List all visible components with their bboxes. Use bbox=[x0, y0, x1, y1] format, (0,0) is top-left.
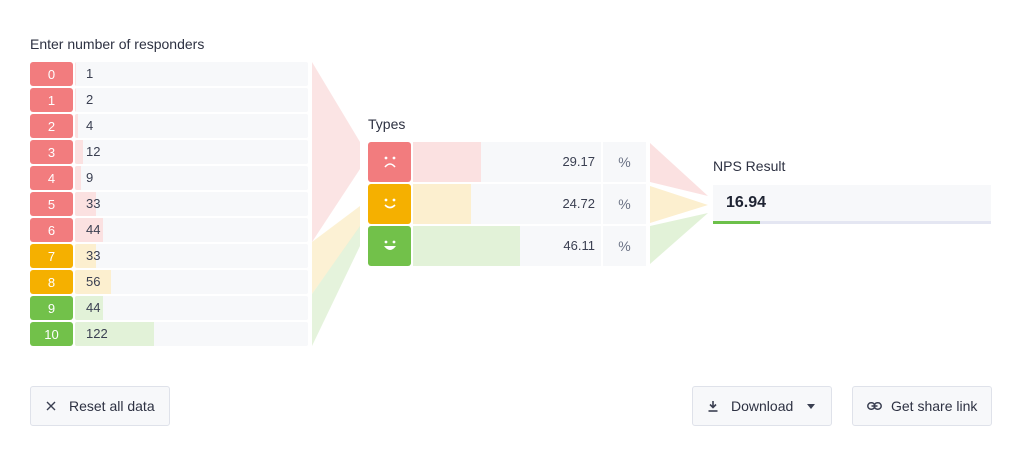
download-label: Download bbox=[731, 398, 794, 414]
type-percent-value: 29.17 bbox=[562, 154, 595, 169]
responder-count-bar bbox=[75, 218, 103, 242]
responder-count-bar bbox=[75, 296, 103, 320]
reset-all-data-button[interactable]: Reset all data bbox=[30, 386, 170, 426]
nps-result-box: 16.94 bbox=[713, 185, 991, 221]
get-share-link-button[interactable]: Get share link bbox=[852, 386, 992, 426]
responder-count-input[interactable]: 1 bbox=[75, 62, 308, 86]
responder-count-input[interactable]: 44 bbox=[75, 296, 308, 320]
caret-down-icon bbox=[807, 403, 816, 409]
score-badge: 0 bbox=[30, 62, 73, 86]
type-percent-value: 24.72 bbox=[562, 196, 595, 211]
responder-count-value: 44 bbox=[86, 222, 101, 237]
sad-face-icon bbox=[368, 142, 411, 182]
responder-count-bar bbox=[75, 62, 76, 86]
type-bar-fill bbox=[413, 142, 481, 182]
score-badge: 10 bbox=[30, 322, 73, 346]
type-row-promoters: 46.11% bbox=[368, 226, 646, 266]
score-badge: 6 bbox=[30, 218, 73, 242]
responder-count-value: 122 bbox=[86, 326, 108, 341]
score-badge: 7 bbox=[30, 244, 73, 268]
happy-face-icon bbox=[368, 226, 411, 266]
score-badge: 8 bbox=[30, 270, 73, 294]
type-bar-fill bbox=[413, 184, 471, 224]
close-icon bbox=[45, 401, 57, 411]
responder-count-value: 33 bbox=[86, 196, 101, 211]
responder-count-value: 9 bbox=[86, 170, 94, 185]
nps-progress-fill bbox=[713, 221, 760, 224]
score-badge: 3 bbox=[30, 140, 73, 164]
type-row-detractors: 29.17% bbox=[368, 142, 646, 182]
responder-count-bar bbox=[75, 270, 111, 294]
responder-count-bar bbox=[75, 244, 96, 268]
type-bar: 46.11 bbox=[413, 226, 601, 266]
flow-promoters bbox=[312, 226, 360, 346]
score-badge: 2 bbox=[30, 114, 73, 138]
responders-heading: Enter number of responders bbox=[30, 36, 205, 52]
responder-count-input[interactable]: 2 bbox=[75, 88, 308, 112]
flow-passives bbox=[312, 206, 360, 294]
responder-count-value: 2 bbox=[86, 92, 94, 107]
responder-count-input[interactable]: 56 bbox=[75, 270, 308, 294]
responder-row: 10 122 bbox=[30, 322, 308, 346]
responder-count-bar bbox=[75, 114, 78, 138]
neutral-smile-icon bbox=[368, 184, 411, 224]
type-bar-fill bbox=[413, 226, 520, 266]
percent-unit: % bbox=[603, 184, 646, 224]
responder-count-bar bbox=[75, 166, 81, 190]
responder-count-value: 12 bbox=[86, 144, 101, 159]
type-bar: 29.17 bbox=[413, 142, 601, 182]
responder-row: 8 56 bbox=[30, 270, 308, 294]
nps-progress-track bbox=[713, 221, 991, 224]
responder-count-value: 33 bbox=[86, 248, 101, 263]
share-label: Get share link bbox=[891, 398, 978, 414]
download-icon bbox=[707, 400, 719, 412]
responder-count-value: 44 bbox=[86, 300, 101, 315]
responder-row: 6 44 bbox=[30, 218, 308, 242]
score-badge: 1 bbox=[30, 88, 73, 112]
responder-count-value: 4 bbox=[86, 118, 94, 133]
type-percent-value: 46.11 bbox=[563, 238, 595, 253]
responder-count-bar bbox=[75, 322, 154, 346]
responder-row: 7 33 bbox=[30, 244, 308, 268]
flow-types-promoters bbox=[650, 213, 708, 264]
responder-row: 3 12 bbox=[30, 140, 308, 164]
responder-count-value: 56 bbox=[86, 274, 101, 289]
responder-row: 9 44 bbox=[30, 296, 308, 320]
flow-types-passives bbox=[650, 186, 708, 223]
responder-count-input[interactable]: 44 bbox=[75, 218, 308, 242]
responder-count-bar bbox=[75, 140, 83, 164]
type-bar: 24.72 bbox=[413, 184, 601, 224]
type-row-passives: 24.72% bbox=[368, 184, 646, 224]
flow-types-detractors bbox=[650, 143, 708, 196]
nps-value: 16.94 bbox=[726, 194, 767, 211]
flow-detractors bbox=[312, 62, 360, 242]
responder-count-bar bbox=[75, 192, 96, 216]
responder-count-input[interactable]: 4 bbox=[75, 114, 308, 138]
responder-row: 5 33 bbox=[30, 192, 308, 216]
responder-count-bar bbox=[75, 88, 76, 112]
types-heading: Types bbox=[368, 116, 406, 132]
score-badge: 5 bbox=[30, 192, 73, 216]
reset-label: Reset all data bbox=[69, 398, 155, 414]
nps-heading: NPS Result bbox=[713, 158, 786, 174]
responder-count-value: 1 bbox=[86, 66, 94, 81]
download-button[interactable]: Download bbox=[692, 386, 832, 426]
percent-unit: % bbox=[603, 226, 646, 266]
responder-count-input[interactable]: 9 bbox=[75, 166, 308, 190]
percent-unit: % bbox=[603, 142, 646, 182]
link-icon bbox=[866, 402, 882, 410]
score-badge: 9 bbox=[30, 296, 73, 320]
responder-count-input[interactable]: 33 bbox=[75, 244, 308, 268]
responder-count-input[interactable]: 33 bbox=[75, 192, 308, 216]
score-badge: 4 bbox=[30, 166, 73, 190]
responder-count-input[interactable]: 122 bbox=[75, 322, 308, 346]
responder-count-input[interactable]: 12 bbox=[75, 140, 308, 164]
